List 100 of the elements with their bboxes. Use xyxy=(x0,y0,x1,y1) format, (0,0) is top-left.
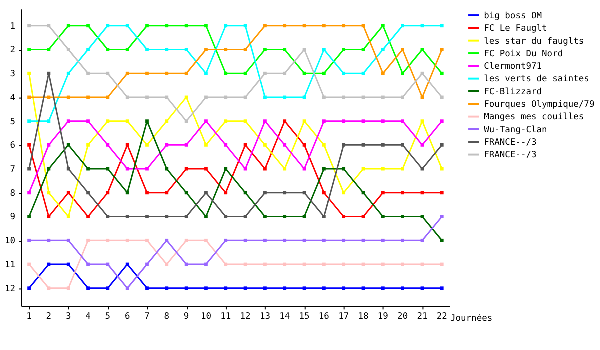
point xyxy=(204,24,208,28)
x-tick-label: 7 xyxy=(144,312,150,322)
point xyxy=(322,191,326,195)
point xyxy=(165,72,169,76)
point xyxy=(302,144,306,147)
point xyxy=(362,238,366,242)
point xyxy=(283,144,287,147)
point xyxy=(264,238,267,242)
point xyxy=(184,191,188,195)
point xyxy=(420,238,424,242)
x-tick-label: 5 xyxy=(105,312,111,322)
point xyxy=(264,96,267,100)
point xyxy=(401,167,405,171)
point xyxy=(184,262,188,266)
point xyxy=(244,120,248,124)
point xyxy=(381,191,385,195)
point xyxy=(224,120,228,124)
point xyxy=(47,120,51,124)
x-tick-label: 9 xyxy=(184,312,190,322)
point xyxy=(66,144,70,147)
point xyxy=(204,48,208,52)
point xyxy=(86,262,90,266)
point xyxy=(66,262,70,266)
point xyxy=(165,262,169,266)
point xyxy=(126,24,130,28)
point xyxy=(302,48,306,52)
point xyxy=(204,215,208,218)
point xyxy=(420,144,424,147)
point xyxy=(86,167,90,171)
point xyxy=(86,191,90,195)
x-tick-label: 16 xyxy=(318,312,330,322)
point xyxy=(28,238,31,242)
x-tick-label: 6 xyxy=(124,312,130,322)
point xyxy=(283,215,287,218)
point xyxy=(381,262,385,266)
point xyxy=(283,167,287,171)
x-tick-label: 13 xyxy=(260,312,270,322)
point xyxy=(264,48,267,52)
point xyxy=(440,262,444,266)
point xyxy=(106,286,110,290)
legend-label: les star du fauglts xyxy=(484,36,584,47)
point xyxy=(322,24,326,28)
point xyxy=(204,120,208,124)
point xyxy=(401,191,405,195)
point xyxy=(342,96,346,100)
point xyxy=(204,262,208,266)
x-tick-label: 18 xyxy=(358,312,369,322)
point xyxy=(283,96,287,100)
point xyxy=(126,286,130,290)
point xyxy=(224,24,228,28)
point xyxy=(165,144,169,147)
point xyxy=(342,286,346,290)
point xyxy=(126,167,130,171)
point xyxy=(66,48,70,52)
point xyxy=(204,144,208,147)
point xyxy=(322,167,326,171)
x-tick-label: 17 xyxy=(338,312,350,322)
point xyxy=(184,167,188,171)
point xyxy=(401,120,405,124)
point xyxy=(66,120,70,124)
point xyxy=(381,24,385,28)
point xyxy=(401,24,405,28)
point xyxy=(86,144,90,147)
point xyxy=(342,48,346,52)
legend-label: Wu-Tang-Clan xyxy=(484,125,548,136)
point xyxy=(126,191,130,195)
point xyxy=(47,144,51,147)
point xyxy=(165,238,169,242)
point xyxy=(440,167,444,171)
y-tick-label: 3 xyxy=(10,70,16,80)
point xyxy=(381,48,385,52)
point xyxy=(302,238,306,242)
x-tick-label: 12 xyxy=(240,312,251,322)
point xyxy=(28,24,31,28)
point xyxy=(126,120,130,124)
x-tick-label: 22 xyxy=(436,312,448,322)
legend-label: big boss OM xyxy=(484,11,542,22)
point xyxy=(244,24,248,28)
point xyxy=(28,215,31,218)
point xyxy=(381,72,385,76)
point xyxy=(440,24,444,28)
point xyxy=(146,48,149,52)
point xyxy=(224,262,228,266)
point xyxy=(381,96,385,100)
point xyxy=(28,48,31,52)
point xyxy=(244,144,248,147)
point xyxy=(126,215,130,218)
point xyxy=(440,286,444,290)
point xyxy=(165,24,169,28)
point xyxy=(342,120,346,124)
point xyxy=(146,215,149,218)
point xyxy=(401,238,405,242)
point xyxy=(47,286,51,290)
point xyxy=(440,144,444,147)
point xyxy=(322,238,326,242)
point xyxy=(28,96,31,100)
legend-label: Clermont971 xyxy=(484,62,542,72)
point xyxy=(165,96,169,100)
y-tick-label: 2 xyxy=(10,46,16,56)
point xyxy=(322,120,326,124)
